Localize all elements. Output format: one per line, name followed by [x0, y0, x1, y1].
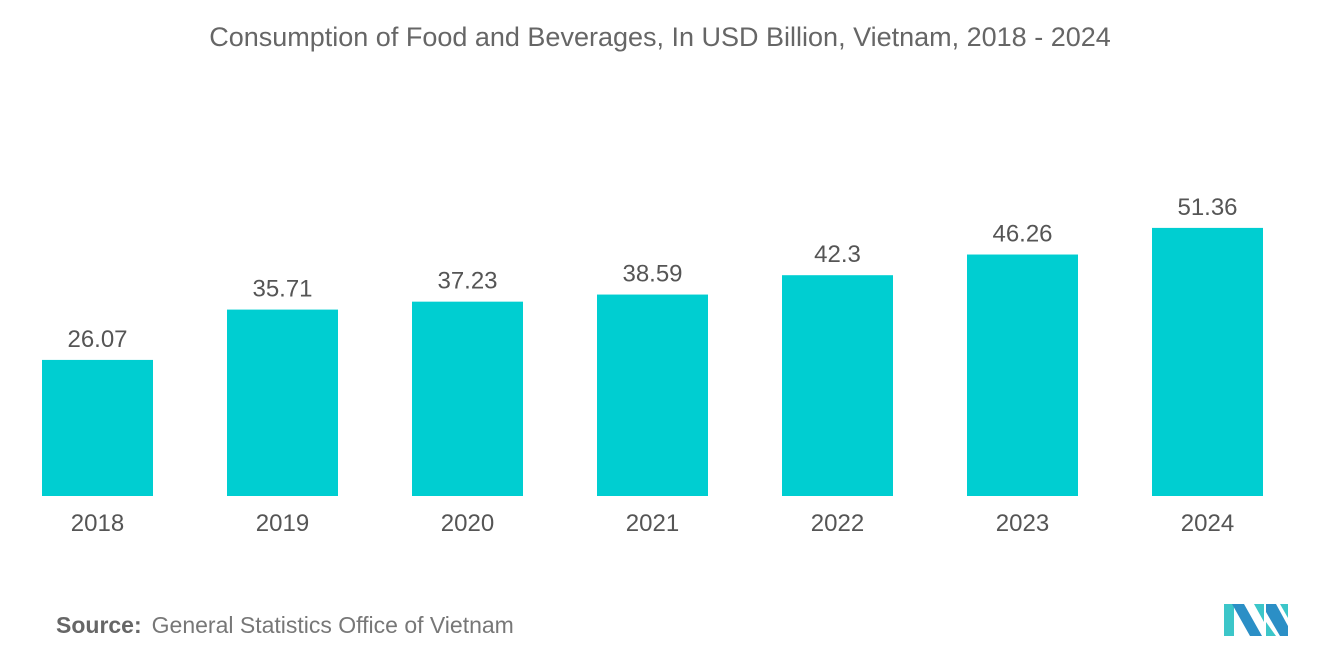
data-label: 38.59 [622, 261, 682, 288]
data-label: 42.3 [814, 241, 861, 268]
bar-2023 [967, 254, 1078, 496]
source-label: Source: [56, 612, 142, 638]
chart-title: Consumption of Food and Beverages, In US… [209, 22, 1111, 52]
x-tick-label: 2019 [256, 510, 309, 537]
bar-2024 [1152, 227, 1263, 496]
x-tick-label: 2023 [996, 510, 1049, 537]
source-note: Source: General Statistics Office of Viet… [56, 612, 514, 639]
bar-chart: 26.07 2018 35.71 2019 37.23 2020 38.59 2021 42.3… [42, 194, 1263, 537]
data-label: 37.23 [437, 268, 497, 295]
x-tick-label: 2024 [1181, 510, 1234, 537]
data-label: 46.26 [992, 221, 1052, 248]
bar-2019 [227, 309, 338, 496]
data-label: 51.36 [1177, 194, 1237, 221]
data-label: 26.07 [67, 326, 127, 353]
data-label: 35.71 [252, 276, 312, 303]
bar-2020 [412, 301, 523, 496]
logo-icon [1224, 604, 1288, 636]
source-text: General Statistics Office of Vietnam [151, 612, 514, 638]
x-tick-label: 2020 [441, 510, 494, 537]
x-tick-label: 2018 [71, 510, 124, 537]
x-tick-label: 2021 [626, 510, 679, 537]
bar-2018 [42, 359, 153, 496]
bar-2022 [782, 275, 893, 496]
bar-2021 [597, 294, 708, 496]
x-tick-label: 2022 [811, 510, 864, 537]
